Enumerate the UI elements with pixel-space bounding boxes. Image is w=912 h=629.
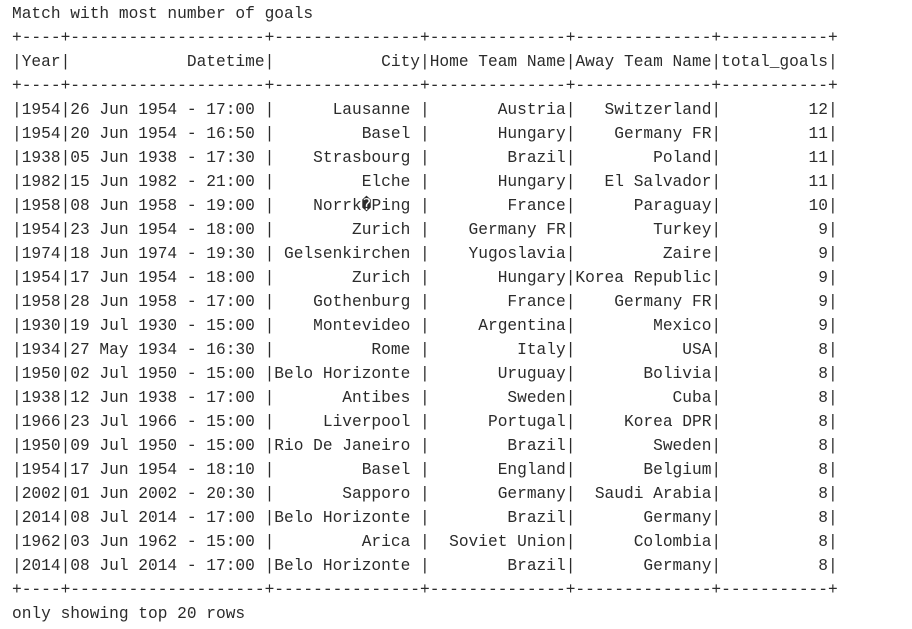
table-row: |1934|27 May 1934 - 16:30 | Rome | Italy… (12, 341, 838, 359)
table-row: |1954|17 Jun 1954 - 18:10 | Basel | Engl… (12, 461, 838, 479)
output-footer: only showing top 20 rows (12, 605, 246, 623)
table-row: |1950|02 Jul 1950 - 15:00 |Belo Horizont… (12, 365, 838, 383)
table-row: |1954|23 Jun 1954 - 18:00 | Zurich | Ger… (12, 221, 838, 239)
table-row: |2002|01 Jun 2002 - 20:30 | Sapporo | Ge… (12, 485, 838, 503)
table-row: |1954|26 Jun 1954 - 17:00 | Lausanne | A… (12, 101, 838, 119)
table-row: |2014|08 Jul 2014 - 17:00 |Belo Horizont… (12, 557, 838, 575)
table-row: |1966|23 Jul 1966 - 15:00 | Liverpool | … (12, 413, 838, 431)
table-header-row: |Year| Datetime| City|Home Team Name|Awa… (12, 53, 838, 71)
table-row: |1930|19 Jul 1930 - 15:00 | Montevideo |… (12, 317, 838, 335)
table-row: |1974|18 Jun 1974 - 19:30 | Gelsenkirche… (12, 245, 838, 263)
table-border: +----+--------------------+-------------… (12, 77, 838, 95)
table-border: +----+--------------------+-------------… (12, 29, 838, 47)
table-row: |1958|08 Jun 1958 - 19:00 | Norrk�Ping |… (12, 197, 838, 215)
table-border: +----+--------------------+-------------… (12, 581, 838, 599)
table-row: |1938|12 Jun 1938 - 17:00 | Antibes | Sw… (12, 389, 838, 407)
table-row: |1954|20 Jun 1954 - 16:50 | Basel | Hung… (12, 125, 838, 143)
table-row: |2014|08 Jul 2014 - 17:00 |Belo Horizont… (12, 509, 838, 527)
table-row: |1938|05 Jun 1938 - 17:30 | Strasbourg |… (12, 149, 838, 167)
table-row: |1950|09 Jul 1950 - 15:00 |Rio De Janeir… (12, 437, 838, 455)
table-row: |1954|17 Jun 1954 - 18:00 | Zurich | Hun… (12, 269, 838, 287)
table-row: |1958|28 Jun 1958 - 17:00 | Gothenburg |… (12, 293, 838, 311)
table-row: |1962|03 Jun 1962 - 15:00 | Arica | Sovi… (12, 533, 838, 551)
output-title: Match with most number of goals (12, 5, 314, 23)
table-row: |1982|15 Jun 1982 - 21:00 | Elche | Hung… (12, 173, 838, 191)
